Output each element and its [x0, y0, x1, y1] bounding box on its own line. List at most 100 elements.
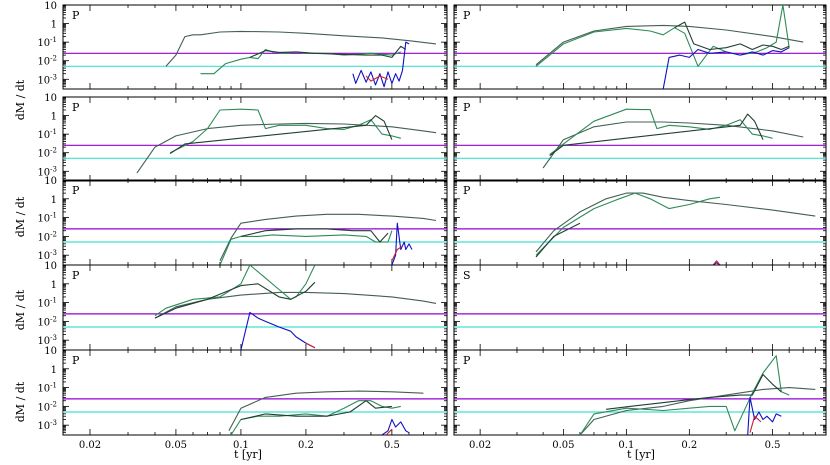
y-tick-label: 10 [44, 261, 57, 272]
y-axis-label-row: dM / dt [14, 289, 27, 330]
panel-frame [453, 96, 827, 182]
y-axis-label-row: dM / dt [14, 196, 27, 237]
series-line [230, 400, 401, 435]
y-tick-label: 10 [44, 1, 57, 12]
series-line [169, 108, 401, 154]
series-line [154, 265, 316, 317]
x-tick-label: 0.05 [552, 440, 574, 451]
series-line [154, 281, 316, 319]
x-tick-label: 0.1 [618, 440, 634, 451]
series-line [749, 415, 762, 433]
chart-panels: 10 1 10-1 10-2 10-3 P P 10 1 10-1 10-2 10-3 P P 10 1 10-… [37, 1, 827, 451]
panel: P [453, 96, 827, 182]
x-tick-label: 0.02 [79, 440, 101, 451]
panel: P [453, 4, 827, 90]
panel-label: P [72, 354, 80, 367]
series-line [606, 262, 721, 265]
series-line [549, 108, 773, 155]
series-line [384, 222, 413, 265]
series-line [712, 260, 721, 265]
y-tick-label: 1 [51, 112, 57, 123]
series-line [542, 121, 804, 169]
y-tick-label: 10-1 [37, 297, 57, 310]
series-line [381, 418, 410, 435]
series-line [747, 396, 782, 435]
panel-label: P [463, 101, 471, 114]
x-tick-label: 0.2 [298, 440, 314, 451]
y-tick-label: 10 [44, 176, 57, 187]
panel-label: P [72, 269, 80, 282]
series-line [391, 245, 403, 262]
series-line [549, 113, 764, 157]
y-tick-label: 10-2 [37, 147, 57, 160]
series-line [249, 45, 407, 58]
x-tick-label: 0.5 [384, 440, 400, 451]
panel-label: S [463, 269, 471, 282]
x-tick-label: 0.05 [165, 440, 187, 451]
series-line [535, 24, 804, 66]
panel-frame [62, 4, 448, 90]
series-line [136, 122, 437, 174]
panel-label: P [72, 101, 80, 114]
panel-label: P [463, 9, 471, 22]
panel: 0.02 0.05 0.1 0.2 0.5 P [453, 349, 827, 451]
x-tick-label: 0.02 [469, 440, 491, 451]
y-tick-label: 1 [51, 280, 57, 291]
series-line [228, 390, 424, 432]
series-line [240, 400, 392, 421]
panel-label: P [463, 184, 471, 197]
y-tick-label: 10-2 [37, 400, 57, 413]
panel: 10 1 10-1 10-2 10-3 0.02 0.05 0.1 0.2 0.5 P [37, 346, 448, 451]
series-line [352, 41, 410, 88]
panel-frame [453, 264, 827, 351]
panel-frame [62, 264, 448, 351]
series-line [535, 192, 720, 256]
series-line [579, 387, 816, 435]
x-axis-label: t [yr] [627, 448, 655, 461]
x-axis-label: t [yr] [234, 448, 262, 461]
x-tick-label: 0.2 [681, 440, 697, 451]
series-line [240, 228, 389, 243]
y-tick-label: 10-1 [37, 212, 57, 225]
panel-label: P [72, 184, 80, 197]
panel: S [453, 264, 827, 351]
series-line [169, 115, 393, 155]
series-line [219, 213, 437, 262]
panel-frame [62, 179, 448, 266]
series-line [662, 47, 790, 89]
series-line [385, 428, 393, 435]
y-tick-label: 10-2 [37, 230, 57, 243]
series-line [154, 291, 437, 319]
panel: P [453, 179, 827, 266]
series-line [535, 5, 790, 67]
y-axis-label-row: dM / dt [14, 381, 27, 422]
y-tick-label: 1 [51, 195, 57, 206]
y-tick-label: 10-3 [37, 419, 57, 432]
panel-label: P [72, 9, 80, 22]
y-tick-label: 10 [44, 93, 57, 104]
series-line [606, 373, 782, 410]
x-tick-label: 0.5 [765, 440, 781, 451]
series-line [579, 355, 790, 435]
series-line [228, 311, 316, 350]
series-line [305, 342, 316, 349]
panel-frame [453, 349, 827, 436]
y-tick-label: 10-1 [37, 128, 57, 141]
series-line [165, 30, 437, 67]
x-tick-label: 0.1 [233, 440, 249, 451]
series-line [674, 21, 790, 51]
series-line [365, 75, 389, 82]
y-tick-label: 10-1 [37, 382, 57, 395]
y-tick-label: 10 [44, 346, 57, 357]
y-tick-label: 10-3 [37, 73, 57, 86]
y-tick-label: 10-2 [37, 55, 57, 68]
panel-frame [62, 349, 448, 436]
y-tick-label: 1 [51, 365, 57, 376]
y-tick-label: 1 [51, 20, 57, 31]
series-line [535, 222, 581, 258]
